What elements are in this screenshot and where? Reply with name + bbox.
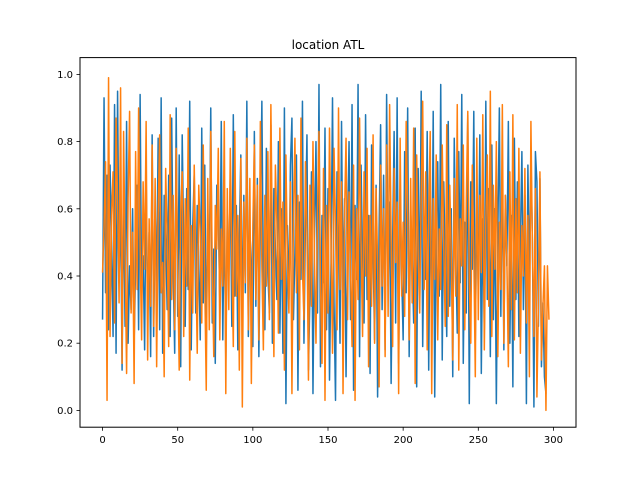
y-tick-label: 0.8 bbox=[57, 137, 73, 148]
y-tick-label: 1.0 bbox=[57, 70, 73, 81]
series-layer bbox=[101, 77, 550, 412]
x-tick-label: 150 bbox=[318, 435, 337, 446]
x-tick-label: 200 bbox=[394, 435, 413, 446]
y-tick-label: 0.2 bbox=[57, 339, 73, 350]
y-axis-ticks: 0.0 0.2 0.4 0.6 0.8 1.0 bbox=[57, 70, 80, 417]
y-tick-label: 0.4 bbox=[57, 272, 73, 283]
x-tick-label: 100 bbox=[243, 435, 262, 446]
x-tick-label: 0 bbox=[99, 435, 105, 446]
series-line-2 bbox=[101, 77, 550, 412]
y-tick-label: 0.6 bbox=[57, 204, 73, 215]
x-axis-ticks: 0 50 100 150 200 250 300 bbox=[99, 427, 563, 446]
x-tick-label: 300 bbox=[544, 435, 563, 446]
x-tick-label: 50 bbox=[171, 435, 184, 446]
x-tick-label: 250 bbox=[469, 435, 488, 446]
y-tick-label: 0.0 bbox=[57, 406, 73, 417]
chart-title: location ATL bbox=[292, 38, 365, 52]
